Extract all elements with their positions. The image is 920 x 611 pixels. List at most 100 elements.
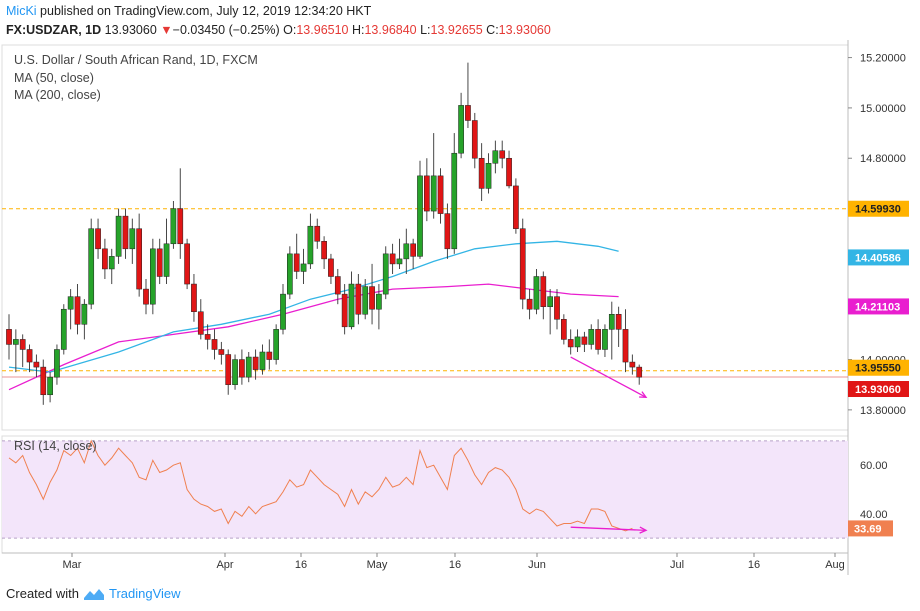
candle-body [430,175,437,212]
candle-body [129,228,136,250]
candle-body [321,241,327,260]
candle-body [13,339,19,345]
price-trend-arrow [570,356,647,398]
candle-body [287,253,293,295]
rsi-tick-label: 60.00 [860,460,888,472]
price-pane-frame [1,44,849,431]
open-label: O: [283,23,297,37]
rsi-tick-label: 40.00 [860,509,888,521]
time-tick-label: Mar [63,559,82,571]
candle-body [54,349,60,378]
candle-body [396,258,403,265]
price-badge-label: 14.21103 [855,301,900,313]
candle-body [115,215,122,257]
candle-body [184,243,190,285]
candle-body [197,311,204,335]
candle-body [567,339,574,348]
author-name[interactable]: MicKi [6,4,37,18]
candle-body [136,228,143,290]
candle-body [376,293,382,310]
symbol-bar: FX:USDZAR, 1D 13.93060 ▼−0.03450 (−0.25%… [6,23,551,37]
down-triangle-icon: ▼ [160,23,173,37]
candle-body [218,349,225,355]
tradingview-logo-icon [83,588,104,600]
arrowhead [639,391,648,398]
candle-body [67,296,74,310]
publish-header: MicKi published on TradingView.com, July… [6,4,371,18]
ma50-legend: MA (50, close) [14,71,94,85]
candle-body [334,276,341,295]
candle-body [629,361,636,368]
price-badge-ma200 [848,298,909,315]
candle-body [608,313,615,330]
candle-body [225,354,232,385]
candle-body [300,263,307,272]
candle-body [88,228,95,305]
candle-body [204,334,211,340]
candle-body [465,105,471,121]
price-badge-label: 14.40586 [855,252,901,264]
price-change: −0.03450 (−0.25%) [172,23,280,37]
price-tick-label: 15.00000 [860,103,906,115]
symbol-name: FX:USDZAR, 1D [6,23,102,37]
candle-body [156,248,163,277]
candle-body [40,366,47,396]
candle-body [293,253,300,272]
time-tick-label: May [367,559,388,571]
candle-body [47,376,53,396]
candle-body [259,351,266,370]
candle-body [519,228,526,300]
rsi-current-badge [848,520,893,537]
candle-body [170,208,177,245]
price-badge-label: 13.93060 [855,384,901,396]
price-badge-label: 13.95550 [855,363,901,375]
candle-body [410,243,416,257]
candle-body [369,286,375,310]
candle-body [33,361,40,368]
candle-body [547,296,553,307]
time-tick-label: Jul [670,559,684,571]
candle-body [540,276,547,307]
tradingview-brand[interactable]: TradingView [108,586,181,601]
rsi-legend: RSI (14, close) [14,439,97,453]
candle-body [588,329,595,345]
candle-body [458,105,464,154]
candle-body [348,283,355,328]
publish-info: published on TradingView.com, July 12, 2… [40,4,372,18]
candle-body [211,339,218,350]
candle-body [95,228,101,250]
time-tick-label: 16 [295,559,307,571]
open-value: 13.96510 [296,23,349,37]
candle-body [6,329,12,345]
candle-body [444,213,451,250]
price-badge-label: 14.59930 [855,204,901,216]
candle-body [485,163,492,189]
time-tick-label: 16 [449,559,461,571]
price-tick-label: 13.80000 [860,405,906,417]
candle-body [81,303,88,325]
candle-body [245,356,252,378]
price-badge-level [848,200,909,217]
candle-body [108,256,115,270]
time-tick-label: 16 [748,559,760,571]
candle-body [636,366,643,378]
time-tick-label: Jun [528,559,546,571]
candle-body [26,349,33,363]
candle-body [561,319,567,340]
candle-body [615,313,622,330]
candle-body [513,185,519,229]
candle-body [266,351,273,360]
candle-body [239,359,245,378]
candle-body [163,243,170,277]
candle-body [554,296,560,320]
candle-body [328,258,334,277]
candle-body [341,293,348,328]
candle-body [478,157,485,189]
close-label: C: [486,23,499,37]
candle-body [355,283,362,315]
high-label: H: [351,23,365,37]
price-badge-level [848,359,909,376]
candle-body [622,329,629,363]
arrowhead [639,526,648,534]
